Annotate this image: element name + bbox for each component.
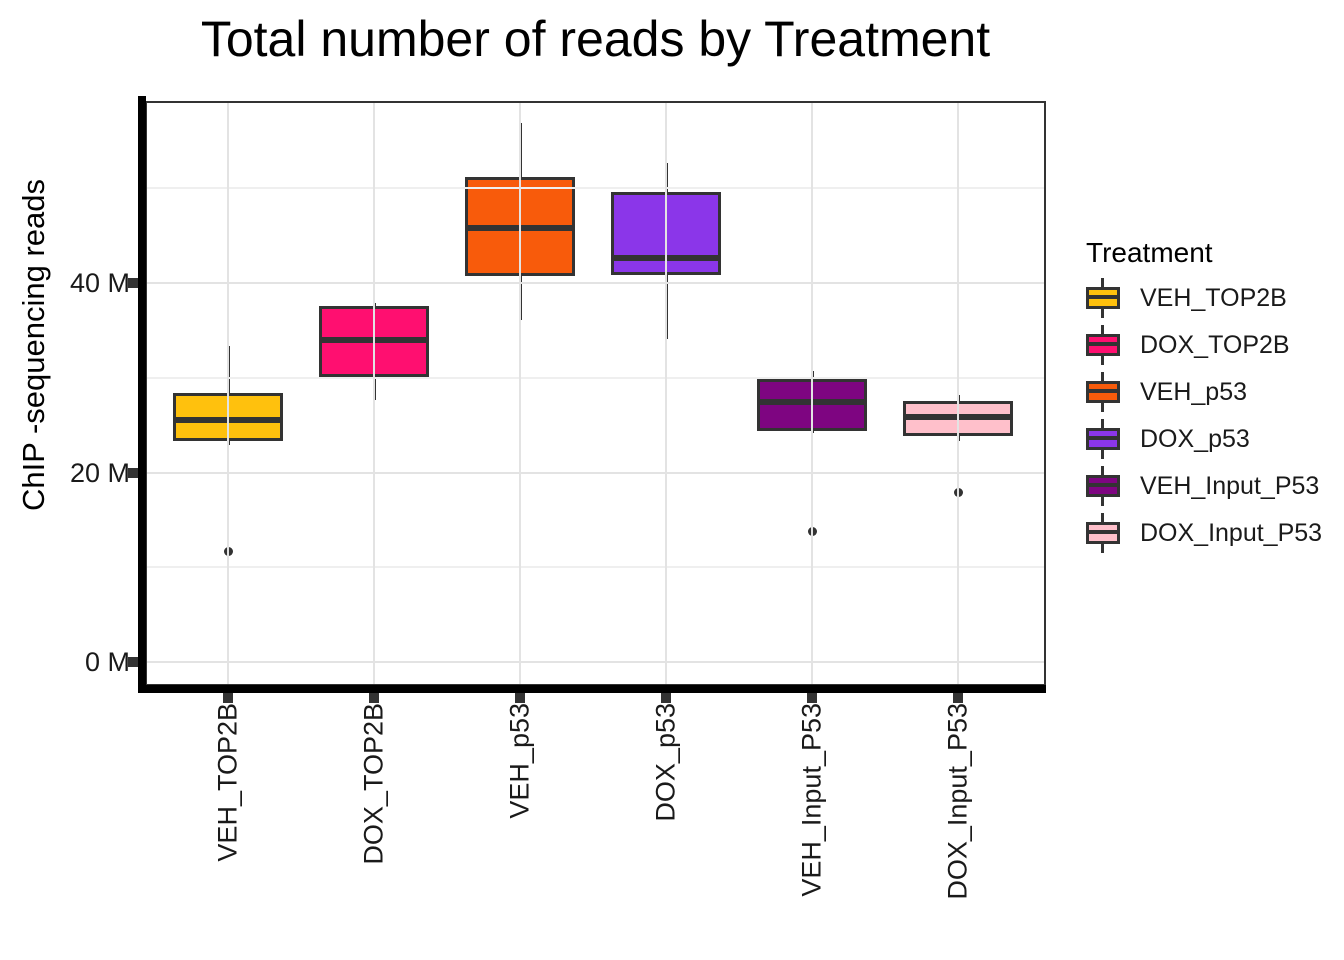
legend-key-boxplot-icon [1086,325,1120,365]
y-tick-mark [128,657,141,667]
y-tick-mark [128,278,141,288]
legend-key-boxplot-icon [1086,372,1120,412]
x-tick-mark [369,692,379,703]
legend-items: VEH_TOP2B DOX_TOP2B VEH_p53 DOX_p53 VEH_Inpu… [1086,278,1322,553]
y-tick-label: 20 M [69,457,130,488]
x-tick-label-text: DOX_Input_P53 [943,703,973,900]
gridline-vertical [811,103,813,684]
x-tick-label-text: VEH_p53 [505,703,535,819]
legend-key-boxplot-icon [1086,419,1120,459]
x-tick-label-text: DOX_p53 [651,703,681,822]
x-tick-label-text: DOX_TOP2B [359,703,389,865]
y-axis-line [138,96,146,693]
legend-item-DOX_Input_P53: DOX_Input_P53 [1086,513,1322,553]
gridline-minor [147,376,1044,379]
legend-item-label: DOX_TOP2B [1140,330,1290,359]
legend: Treatment VEH_TOP2B DOX_TOP2B VEH_p53 DOX_p… [1086,238,1322,560]
gridline-vertical [227,103,229,684]
x-tick-mark [953,692,963,703]
plot-panel [145,101,1046,686]
x-tick-label-text: VEH_TOP2B [213,703,243,862]
legend-item-VEH_Input_P53: VEH_Input_P53 [1086,466,1322,506]
x-tick-mark [807,692,817,703]
gridline-vertical [519,103,521,684]
legend-key-boxplot-icon [1086,513,1120,553]
x-tick-mark [661,692,671,703]
gridline-major [147,661,1044,663]
legend-item-DOX_TOP2B: DOX_TOP2B [1086,325,1322,365]
legend-key-boxplot-icon [1086,278,1120,318]
y-tick-mark [128,467,141,478]
y-tick-label: 0 M [84,647,130,677]
x-axis-line [138,685,1046,693]
chart-title: Total number of reads by Treatment [200,11,991,67]
legend-item-label: VEH_p53 [1140,377,1248,406]
legend-item-label: DOX_Input_P53 [1140,518,1323,547]
legend-item-label: VEH_Input_P53 [1140,471,1320,500]
gridline-vertical [957,103,959,684]
gridline-minor [147,566,1044,569]
x-tick-mark [223,692,233,703]
legend-item-label: VEH_TOP2B [1140,283,1287,312]
gridline-major [147,471,1044,474]
gridline-minor [147,187,1044,190]
y-tick-label: 40 M [69,268,130,298]
gridline-vertical [373,103,375,684]
legend-item-label: DOX_p53 [1140,424,1250,453]
legend-item-VEH_p53: VEH_p53 [1086,372,1322,412]
gridline-vertical [665,103,667,684]
legend-title: Treatment [1086,237,1213,268]
legend-item-VEH_TOP2B: VEH_TOP2B [1086,278,1322,318]
gridline-major [147,282,1044,284]
legend-key-boxplot-icon [1086,466,1120,506]
legend-item-DOX_p53: DOX_p53 [1086,419,1322,459]
x-tick-label-text: VEH_Input_P53 [797,703,827,897]
x-tick-mark [515,692,525,703]
